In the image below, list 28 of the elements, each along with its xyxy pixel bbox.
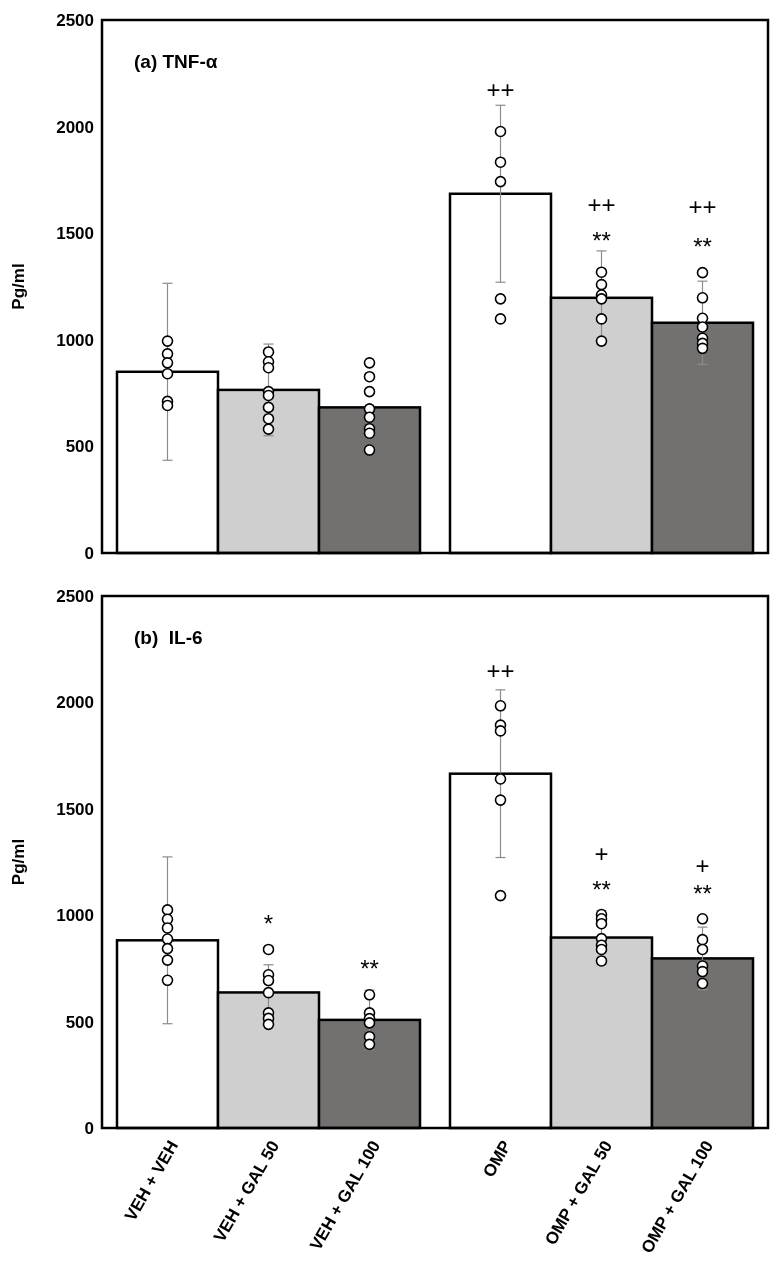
annotation: ** — [592, 226, 611, 254]
y-axis-title: Pg/ml — [9, 838, 28, 886]
y-tick-label: 0 — [84, 1118, 94, 1138]
annotation: + — [695, 851, 710, 879]
y-tick-label: 2000 — [56, 117, 94, 137]
annotation: + — [594, 839, 609, 867]
y-tick-label: 2000 — [56, 693, 94, 713]
y-tick-label: 1500 — [56, 224, 94, 244]
annotation: ** — [360, 954, 379, 982]
y-tick-label: 1000 — [56, 906, 94, 926]
annotation: ** — [592, 875, 611, 903]
y-tick-label: 0 — [84, 543, 94, 563]
annotation: ++ — [486, 75, 515, 103]
y-tick-label: 1500 — [56, 799, 94, 819]
y-tick-label: 2500 — [56, 586, 94, 606]
annotation: ** — [693, 879, 712, 907]
annotation: ++ — [688, 192, 717, 220]
y-tick-label: 2500 — [56, 10, 94, 30]
annotation: * — [263, 910, 274, 938]
y-tick-label: 1000 — [56, 330, 94, 350]
annotation: ++ — [587, 190, 616, 218]
y-axis-title: Pg/ml — [9, 263, 28, 310]
text: (a) TNF-α — [134, 51, 218, 72]
y-tick-label: 500 — [65, 1012, 94, 1032]
text: (b) IL-6 — [134, 627, 203, 648]
annotation: ** — [693, 232, 712, 260]
y-tick-label: 500 — [65, 437, 94, 457]
annotation: ++ — [486, 656, 515, 684]
